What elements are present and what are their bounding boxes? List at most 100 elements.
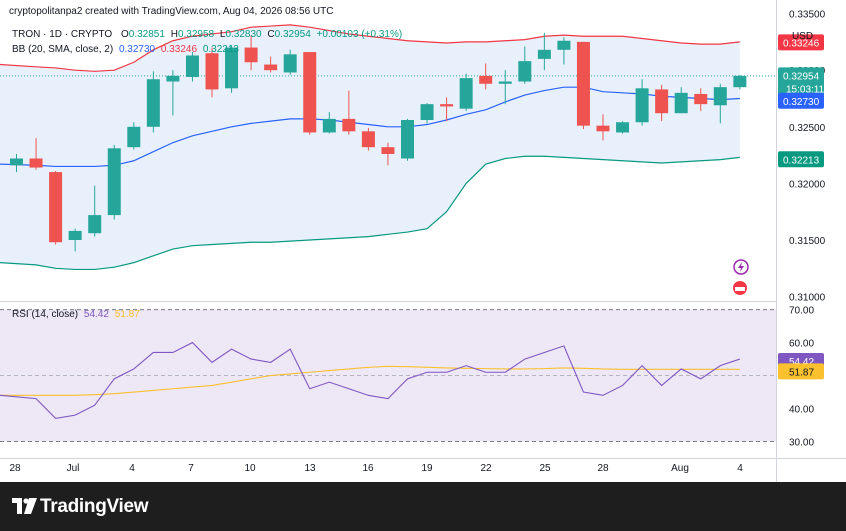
close-label: C — [267, 29, 275, 40]
bb-legend[interactable]: BB (20, SMA, close, 2) 0.32730 0.33246 0… — [12, 44, 239, 55]
price-tick-label: 0.31500 — [789, 236, 826, 247]
bb-upper-line[interactable] — [0, 24, 740, 72]
candle-body[interactable] — [127, 126, 141, 148]
candle-body[interactable] — [459, 78, 473, 109]
candle-body[interactable] — [146, 79, 160, 127]
price-pane[interactable] — [0, 24, 776, 295]
high-value: 0.32958 — [177, 29, 215, 40]
price-tick-label: 0.31000 — [789, 293, 826, 304]
tradingview-logo-text[interactable]: TradingView — [40, 496, 149, 517]
rsi-legend[interactable]: RSI (14, close) 54.42 51.87 — [12, 309, 140, 320]
bb-label: BB (20, SMA, close, 2) — [12, 44, 114, 55]
candle-body[interactable] — [655, 89, 669, 114]
candle-body[interactable] — [88, 215, 102, 234]
high-label: H — [170, 29, 178, 40]
candle-body[interactable] — [205, 53, 219, 90]
candle-body[interactable] — [225, 47, 239, 89]
open-label: O — [120, 29, 129, 40]
close-price-badge: 0.32954 — [783, 71, 820, 82]
countdown-badge: 15:03:11 — [786, 84, 825, 95]
ohlc-line: TRON · 1D · CRYPTO O0.32851 H0.32958 L0.… — [12, 29, 402, 40]
bb-lower-value: 0.32213 — [202, 44, 239, 55]
candle-body[interactable] — [635, 88, 649, 123]
axes: 0.335000.330000.325000.320000.315000.310… — [0, 0, 846, 482]
candle-body[interactable] — [322, 118, 336, 133]
candle-body[interactable] — [303, 52, 317, 133]
time-tick-label: 28 — [9, 463, 21, 474]
rsi-badge: 54.42 — [789, 357, 814, 368]
attribution-text: cryptopolitanpa2 created with TradingVie… — [9, 6, 334, 17]
lightning-icon — [738, 262, 744, 272]
time-tick-label: 7 — [188, 463, 194, 474]
bb-basis-line[interactable] — [0, 86, 740, 168]
candle-body[interactable] — [283, 54, 297, 73]
candle-body[interactable] — [440, 104, 454, 107]
rsi-value: 54.42 — [83, 309, 109, 320]
rsi-label: RSI (14, close) — [12, 309, 79, 320]
candle-body[interactable] — [537, 49, 551, 59]
candle-body[interactable] — [361, 131, 375, 148]
rsi-sma-badge-bg — [778, 363, 824, 380]
candle-body[interactable] — [401, 120, 414, 159]
time-tick-label: 4 — [129, 463, 135, 474]
candle-body[interactable] — [166, 75, 180, 82]
candle-body[interactable] — [674, 92, 688, 114]
time-tick-label: 10 — [244, 463, 256, 474]
rsi-tick-label: 70.00 — [789, 306, 814, 317]
candle-body[interactable] — [264, 64, 278, 71]
low-value: 0.32830 — [225, 29, 262, 40]
time-tick-label: Aug — [671, 463, 689, 474]
close-badge-bg — [778, 67, 824, 98]
candle-body[interactable] — [29, 158, 43, 168]
symbol-line[interactable]: TRON · 1D · CRYPTO — [12, 29, 113, 40]
bb-upper-badge: 0.33246 — [783, 38, 820, 49]
candle-body[interactable] — [518, 61, 532, 82]
rsi-tick-label: 40.00 — [789, 405, 814, 416]
candle-body[interactable] — [49, 172, 63, 243]
rsi-sma-line[interactable] — [0, 365, 740, 396]
candle-body[interactable] — [68, 230, 82, 240]
candle-body[interactable] — [479, 75, 493, 84]
time-tick-label: 4 — [737, 463, 743, 474]
time-tick-label: 19 — [421, 463, 433, 474]
bb-lower-line[interactable] — [0, 155, 740, 271]
bb-basis-badge-bg — [778, 92, 824, 109]
candle-body[interactable] — [733, 75, 747, 88]
candle-body[interactable] — [185, 55, 199, 77]
candle-body[interactable] — [342, 118, 356, 132]
bb-lower-badge: 0.32213 — [783, 155, 820, 166]
low-label: L — [219, 29, 226, 40]
footer-bar — [0, 482, 846, 531]
bb-basis-badge: 0.32730 — [783, 97, 820, 108]
currency-label[interactable]: USD — [792, 31, 814, 42]
candle-body[interactable] — [616, 122, 630, 133]
change-value: +0.00103 (+0.31%) — [316, 29, 403, 40]
candle-body[interactable] — [694, 93, 708, 105]
rsi-tick-label: 30.00 — [789, 438, 814, 449]
time-tick-label: 16 — [362, 463, 374, 474]
time-tick-label: 25 — [539, 463, 551, 474]
candle-body[interactable] — [557, 40, 571, 50]
rsi-sma-value: 51.87 — [114, 309, 140, 320]
candle-body[interactable] — [498, 81, 512, 84]
candle-body[interactable] — [420, 104, 434, 120]
candle-body[interactable] — [107, 148, 121, 216]
bb-basis-value: 0.32730 — [118, 44, 156, 55]
bb-lower-badge-bg — [778, 151, 824, 168]
price-tick-label: 0.33500 — [789, 10, 826, 21]
tradingview-logo-icon — [12, 498, 37, 514]
candle-body[interactable] — [244, 47, 258, 63]
candle-body[interactable] — [596, 125, 610, 132]
time-tick-label: Jul — [67, 463, 80, 474]
candle-body[interactable] — [10, 158, 23, 166]
time-tick-label: 13 — [304, 463, 316, 474]
candle-body[interactable] — [576, 41, 590, 126]
rsi-pane[interactable] — [0, 309, 776, 443]
price-tick-label: 0.32500 — [789, 123, 826, 134]
candle-body[interactable] — [713, 87, 727, 106]
time-tick-label: 28 — [597, 463, 609, 474]
candle-body[interactable] — [381, 147, 395, 154]
rsi-line[interactable] — [0, 341, 741, 420]
